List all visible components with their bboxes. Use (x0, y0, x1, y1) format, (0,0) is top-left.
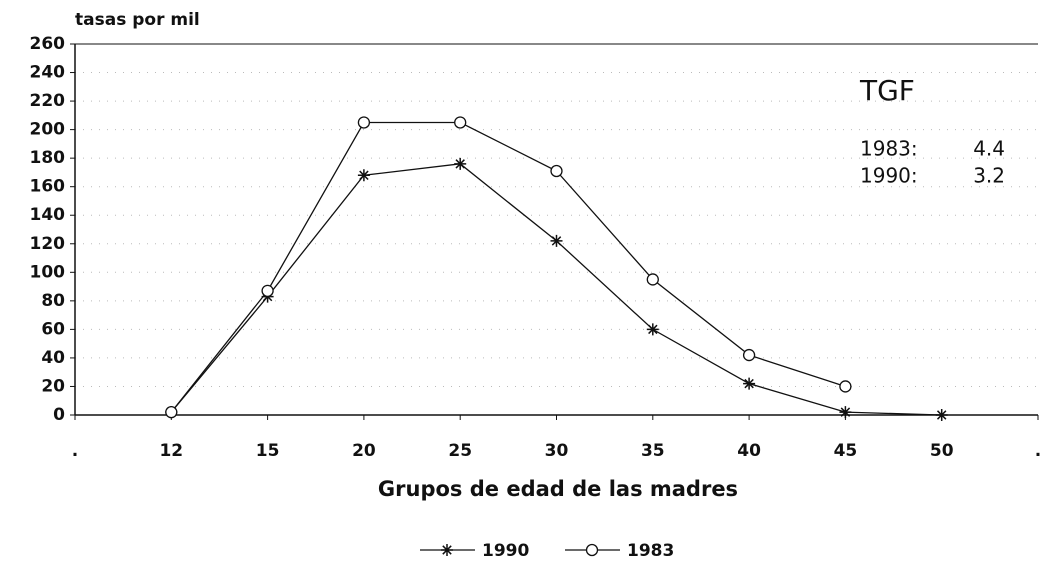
y-tick-label: 100 (30, 262, 66, 282)
annotation: 3.2 (973, 164, 1005, 188)
x-tick-label: . (72, 441, 78, 461)
y-tick-label: 40 (41, 348, 65, 368)
legend-label: 1990 (482, 541, 529, 561)
x-tick-label: 15 (256, 441, 280, 461)
marker (261, 284, 274, 298)
y-tick-label: 200 (30, 120, 66, 140)
marker (550, 234, 563, 247)
series-line (170, 121, 846, 413)
annotation: TGF (859, 74, 915, 107)
marker (585, 543, 599, 557)
x-tick-label: 40 (737, 441, 761, 461)
y-tick-label: 80 (41, 291, 65, 311)
y-tick-label: 140 (30, 205, 66, 225)
x-axis-label: Grupos de edad de las madres (378, 477, 738, 501)
marker (550, 164, 563, 178)
marker (646, 273, 659, 286)
marker (839, 380, 852, 393)
y-tick-label: 240 (30, 63, 66, 83)
marker (357, 169, 370, 182)
marker (454, 116, 467, 129)
legend-label: 1983 (627, 541, 674, 561)
marker (743, 377, 756, 390)
marker (935, 409, 948, 421)
x-tick-label: 50 (930, 441, 954, 461)
y-tick-label: 0 (53, 405, 65, 425)
y-tick-label: 220 (30, 91, 66, 111)
series-line (170, 163, 942, 416)
marker (441, 544, 453, 556)
marker (454, 157, 467, 170)
y-tick-label: 160 (30, 177, 66, 197)
y-tick-label: 180 (30, 148, 66, 168)
marker (646, 323, 659, 336)
y-tick-label: 120 (30, 234, 66, 254)
y-tick-label: 260 (30, 34, 66, 54)
x-tick-label: 12 (159, 441, 183, 461)
x-tick-label: . (1035, 441, 1041, 461)
marker (839, 406, 852, 419)
marker (357, 116, 371, 129)
y-tick-label: 20 (41, 376, 65, 396)
x-tick-label: 45 (834, 441, 858, 461)
marker (165, 405, 178, 419)
x-tick-label: 25 (448, 441, 472, 461)
x-tick-label: 30 (545, 441, 569, 461)
y-tick-label: 60 (41, 319, 65, 339)
y-axis-label: tasas por mil (75, 10, 200, 30)
marker (742, 348, 756, 362)
x-tick-label: 35 (641, 441, 665, 461)
x-tick-label: 20 (352, 441, 376, 461)
annotation: 1990: (860, 164, 918, 188)
annotation: 1983: (860, 137, 918, 161)
annotation: 4.4 (973, 137, 1005, 161)
